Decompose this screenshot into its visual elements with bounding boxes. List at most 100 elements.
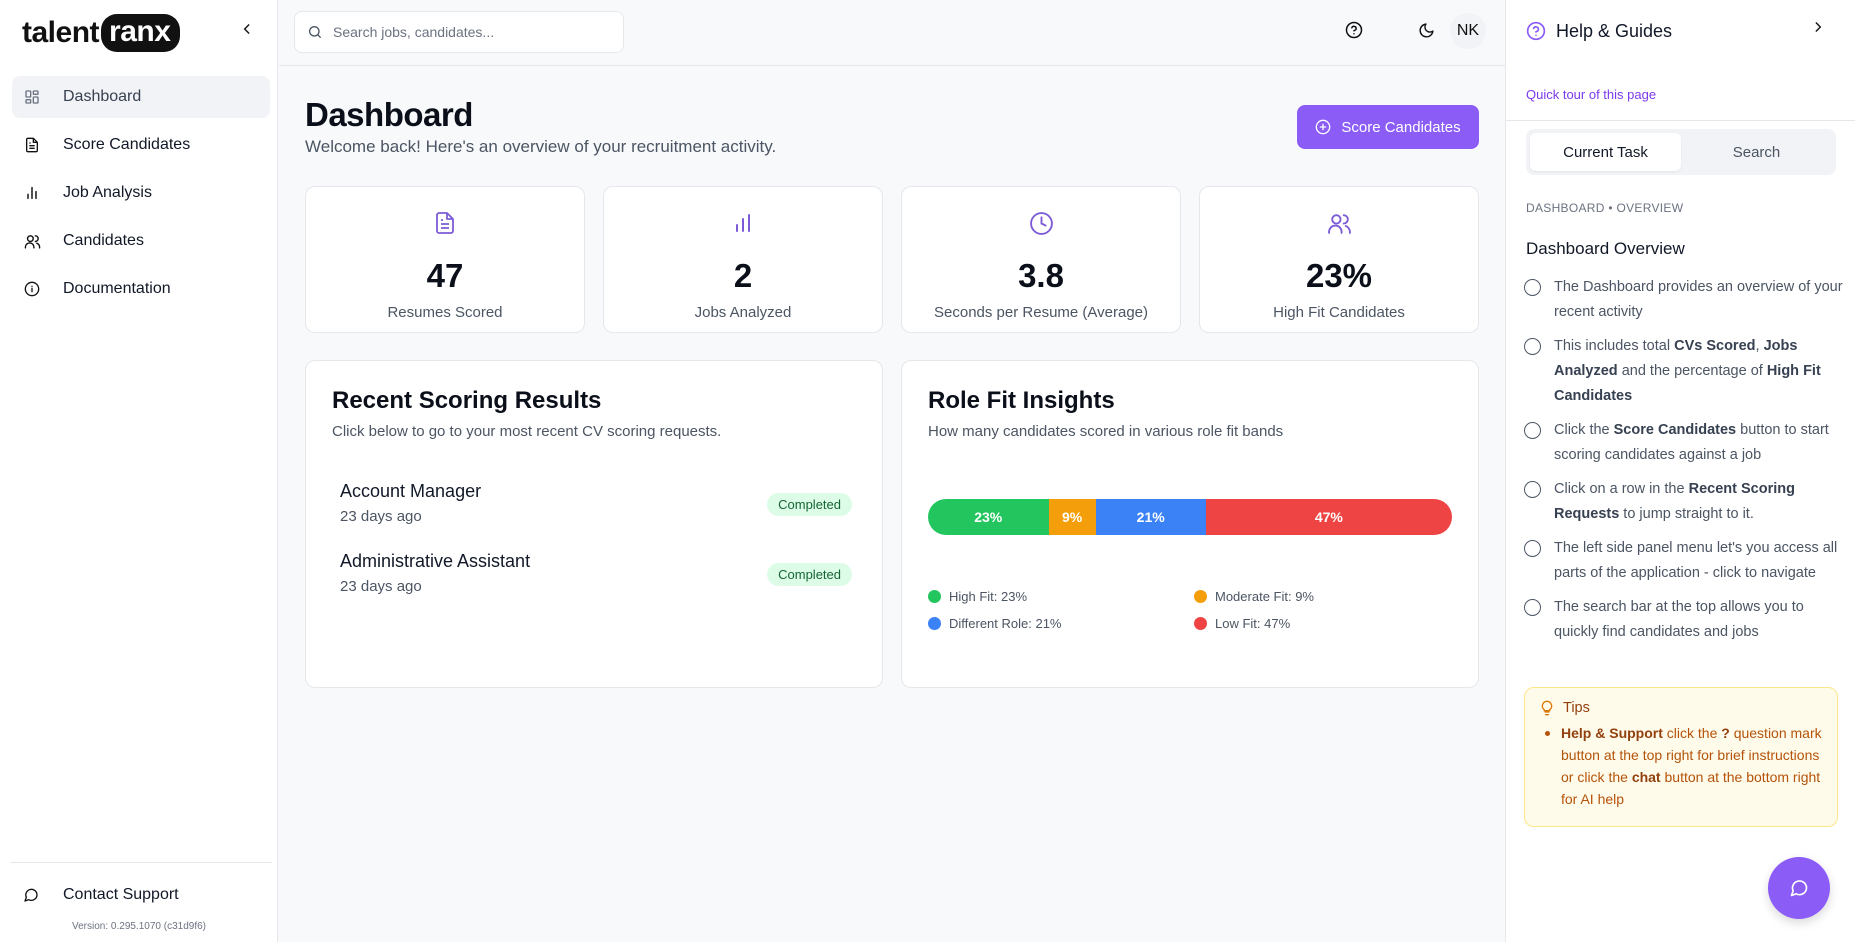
file-text-icon [306, 211, 584, 235]
sidebar: talent ranx Dashboard Score Candidates J… [0, 0, 278, 942]
fit-legend: High Fit: 23% Moderate Fit: 9% Different… [928, 587, 1348, 633]
version-text: Version: 0.295.1070 (c31d9f6) [72, 921, 206, 932]
sidebar-item-candidates[interactable]: Candidates [12, 220, 270, 262]
sidebar-item-job-analysis[interactable]: Job Analysis [12, 172, 270, 214]
search-input[interactable] [333, 24, 613, 40]
divider [1506, 120, 1855, 121]
clock-icon [902, 211, 1180, 236]
step-text: The left side panel menu let's you acces… [1554, 540, 1838, 581]
overview-title: Dashboard Overview [1526, 239, 1685, 258]
collapse-sidebar-button[interactable] [236, 18, 258, 40]
result-timestamp: 23 days ago [340, 508, 422, 525]
logo-pill: ranx [101, 14, 181, 52]
legend-item: High Fit: 23% [928, 587, 1194, 606]
sidebar-item-dashboard[interactable]: Dashboard [12, 76, 270, 118]
stat-card-high-fit: 23% High Fit Candidates [1199, 186, 1479, 333]
users-icon [23, 232, 41, 250]
stat-value: 2 [733, 257, 753, 294]
chevron-right-icon[interactable] [1811, 20, 1825, 39]
contact-support-button[interactable]: Contact Support [10, 863, 272, 927]
stat-label: Jobs Analyzed [694, 304, 792, 321]
top-bar: NK [279, 0, 1505, 66]
step-checkbox[interactable] [1524, 540, 1541, 557]
card-title: Recent Scoring Results [332, 387, 602, 414]
step-text: Click the Score Candidates button to sta… [1554, 422, 1829, 463]
step-text: The search bar at the top allows you to … [1554, 599, 1804, 640]
theme-toggle-button[interactable] [1415, 19, 1437, 41]
stat-card-seconds-per-resume: 3.8 Seconds per Resume (Average) [901, 186, 1181, 333]
tips-text: Help & Support click the ? question mark… [1539, 722, 1823, 810]
help-step: The left side panel menu let's you acces… [1524, 536, 1844, 586]
tab-current-task[interactable]: Current Task [1530, 133, 1681, 171]
help-circle-icon [1345, 21, 1363, 39]
help-step: Click on a row in the Recent Scoring Req… [1524, 477, 1844, 527]
sidebar-item-score-candidates[interactable]: Score Candidates [12, 124, 270, 166]
sidebar-item-documentation[interactable]: Documentation [12, 268, 270, 310]
result-job-name: Administrative Assistant [340, 551, 531, 571]
step-checkbox[interactable] [1524, 279, 1541, 296]
help-steps: The Dashboard provides an overview of yo… [1524, 275, 1844, 654]
help-step: The Dashboard provides an overview of yo… [1524, 275, 1844, 325]
stat-value: 47 [426, 257, 464, 294]
plus-circle-icon [1315, 119, 1331, 135]
step-checkbox[interactable] [1524, 481, 1541, 498]
page-title: Dashboard [305, 96, 473, 133]
avatar[interactable]: NK [1450, 13, 1486, 49]
step-text: The Dashboard provides an overview of yo… [1554, 279, 1843, 320]
stats-row: 47 Resumes Scored 2 Jobs Analyzed 3.8 Se… [305, 186, 1479, 333]
score-candidates-label: Score Candidates [1341, 118, 1461, 136]
recent-result-row[interactable]: Account Manager 23 days ago Completed [340, 481, 852, 531]
moon-icon [1419, 22, 1434, 37]
tab-search[interactable]: Search [1732, 143, 1781, 161]
legend-dot [928, 617, 941, 630]
sidebar-item-label: Documentation [63, 280, 171, 297]
help-button[interactable] [1342, 18, 1366, 42]
legend-dot [1194, 617, 1207, 630]
stat-value: 23% [1305, 257, 1373, 294]
card-subtitle: How many candidates scored in various ro… [928, 423, 1284, 440]
dashboard-icon [23, 88, 41, 106]
step-checkbox[interactable] [1524, 338, 1541, 355]
step-checkbox[interactable] [1524, 599, 1541, 616]
bar-chart-icon [604, 211, 882, 235]
tips-box: Tips Help & Support click the ? question… [1524, 687, 1838, 827]
score-candidates-button[interactable]: Score Candidates [1297, 105, 1479, 149]
status-badge: Completed [767, 493, 852, 516]
legend-label: Different Role: 21% [949, 616, 1062, 631]
search-icon [309, 26, 321, 38]
sidebar-footer: Contact Support [10, 862, 272, 927]
status-badge: Completed [767, 563, 852, 586]
users-icon [1200, 211, 1478, 236]
result-timestamp: 23 days ago [340, 578, 422, 595]
message-circle-icon [23, 886, 41, 904]
step-checkbox[interactable] [1524, 422, 1541, 439]
lightbulb-icon [1539, 700, 1555, 716]
recent-result-row[interactable]: Administrative Assistant 23 days ago Com… [340, 551, 852, 601]
legend-label: Low Fit: 47% [1215, 616, 1291, 631]
legend-dot [1194, 590, 1207, 603]
file-text-icon [23, 136, 41, 154]
quick-tour-link[interactable]: Quick tour of this page [1526, 87, 1657, 102]
stat-label: High Fit Candidates [1273, 304, 1405, 321]
card-subtitle: Click below to go to your most recent CV… [332, 423, 722, 440]
tips-title: Tips [1563, 700, 1590, 716]
chevron-left-icon [243, 24, 250, 34]
legend-label: Moderate Fit: 9% [1215, 589, 1314, 604]
help-panel-title: Help & Guides [1556, 20, 1673, 41]
legend-dot [928, 590, 941, 603]
help-step: Click the Score Candidates button to sta… [1524, 418, 1844, 468]
fit-segment-different: 21% [1095, 499, 1206, 535]
result-job-name: Account Manager [340, 481, 482, 501]
legend-item: Moderate Fit: 9% [1194, 587, 1354, 606]
help-step: The search bar at the top allows you to … [1524, 595, 1844, 645]
fit-segment-low: 47% [1205, 499, 1452, 535]
message-circle-icon [1790, 880, 1808, 897]
recent-scoring-card: Recent Scoring Results Click below to go… [305, 360, 883, 688]
logo[interactable]: talent ranx [22, 14, 181, 52]
fit-segment-high: 23% [928, 499, 1049, 535]
stat-label: Resumes Scored [387, 304, 503, 321]
ai-chat-button[interactable] [1768, 857, 1830, 919]
search-box[interactable] [294, 11, 624, 53]
role-fit-bar: 23% 9% 21% 47% [928, 499, 1452, 535]
help-step: This includes total CVs Scored, Jobs Ana… [1524, 334, 1844, 409]
